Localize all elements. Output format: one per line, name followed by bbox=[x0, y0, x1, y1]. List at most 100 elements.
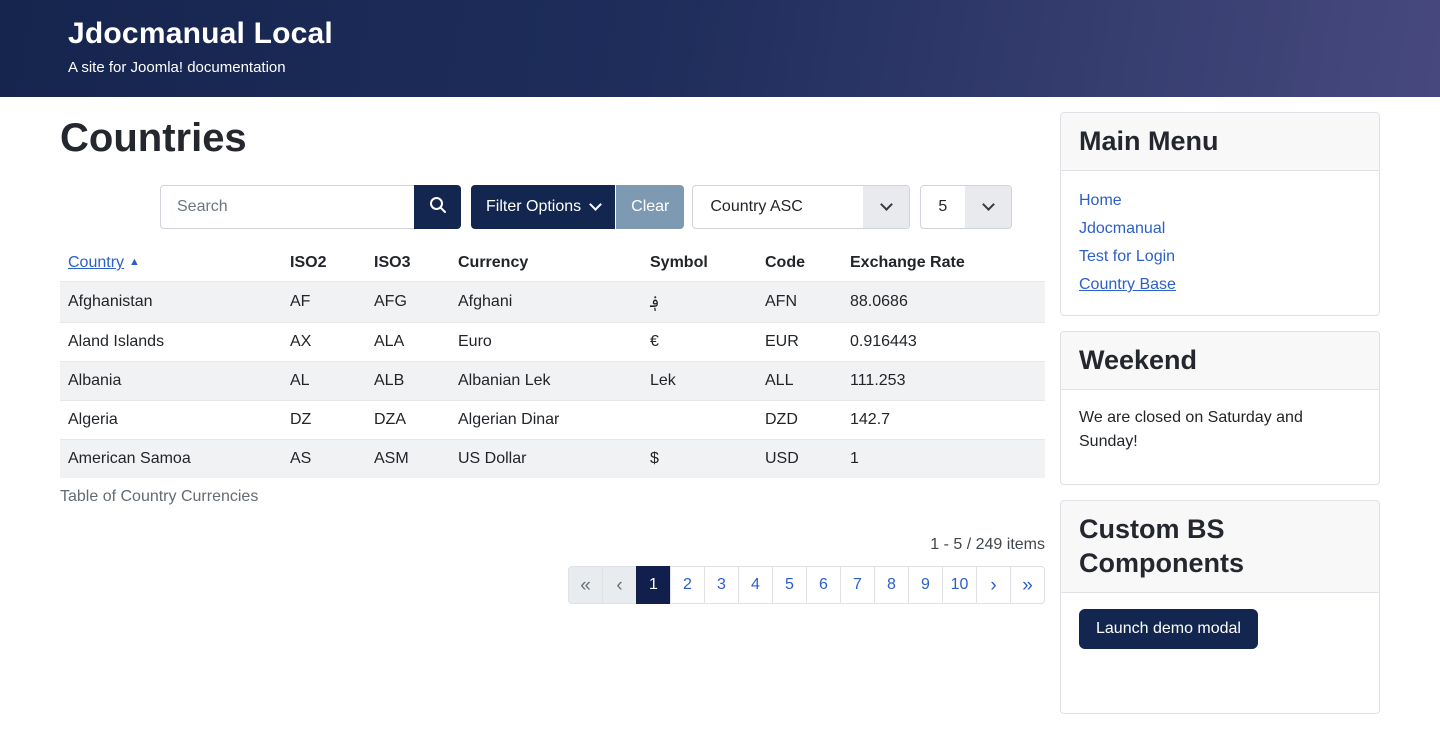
chevron-left-icon: ‹ bbox=[616, 574, 623, 596]
cell-currency: Euro bbox=[458, 333, 492, 350]
cell-iso2: AF bbox=[290, 293, 311, 310]
pagination-last[interactable]: » bbox=[1010, 566, 1045, 604]
pagination-page-7[interactable]: 7 bbox=[840, 566, 875, 604]
site-header: Jdocmanual Local A site for Joomla! docu… bbox=[0, 0, 1440, 97]
cell-symbol: Lek bbox=[650, 372, 676, 389]
column-header-country: Country ▲ bbox=[60, 245, 282, 282]
items-per-page-value: 5 bbox=[938, 198, 948, 215]
cell-currency: Albanian Lek bbox=[458, 372, 551, 389]
chevron-down-icon bbox=[589, 198, 603, 211]
pagination-page-1: 1 bbox=[636, 566, 671, 604]
table-toolbar: Filter Options Clear Country ASC 5 bbox=[160, 185, 1045, 229]
cell-iso2: AX bbox=[290, 333, 312, 350]
cell-rate: 0.916443 bbox=[850, 333, 917, 350]
sidebar: Main Menu Home Jdocmanual Test for Login… bbox=[1060, 112, 1380, 729]
column-header-currency: Currency bbox=[458, 254, 529, 271]
pagination-page-10[interactable]: 10 bbox=[942, 566, 977, 604]
table-row: Albania AL ALB Albanian Lek Lek ALL 111.… bbox=[60, 361, 1045, 401]
chevron-down-icon bbox=[863, 186, 910, 228]
cell-rate: 1 bbox=[850, 450, 859, 467]
cell-code: AFN bbox=[765, 293, 797, 310]
clear-button[interactable]: Clear bbox=[616, 185, 685, 229]
weekend-title: Weekend bbox=[1079, 345, 1198, 376]
pagination-page-8[interactable]: 8 bbox=[874, 566, 909, 604]
sidebar-item-country-base[interactable]: Country Base bbox=[1079, 276, 1176, 294]
cell-country: Aland Islands bbox=[68, 333, 165, 350]
cell-symbol: $ bbox=[650, 450, 659, 467]
table-header-row: Country ▲ ISO2 ISO3 Currency Symbol Code … bbox=[60, 245, 1045, 282]
filter-group: Filter Options Clear bbox=[471, 185, 685, 229]
sidebar-item-jdocmanual[interactable]: Jdocmanual bbox=[1079, 220, 1166, 238]
table-row: American Samoa AS ASM US Dollar $ USD 1 bbox=[60, 439, 1045, 478]
sidebar-item-test-for-login[interactable]: Test for Login bbox=[1079, 248, 1176, 266]
cell-symbol: ؋ bbox=[650, 294, 660, 311]
filter-options-button[interactable]: Filter Options bbox=[471, 185, 616, 229]
cell-currency: Algerian Dinar bbox=[458, 411, 560, 428]
table-caption: Table of Country Currencies bbox=[60, 488, 259, 505]
cell-code: USD bbox=[765, 450, 799, 467]
pagination: « ‹ 1 2 3 4 5 6 7 8 9 10 › » bbox=[60, 566, 1045, 604]
main-menu-card: Main Menu Home Jdocmanual Test for Login… bbox=[1060, 112, 1380, 317]
cell-iso2: DZ bbox=[290, 411, 312, 428]
cell-code: ALL bbox=[765, 372, 794, 389]
double-chevron-right-icon: » bbox=[1022, 574, 1033, 596]
pagination-page-9[interactable]: 9 bbox=[908, 566, 943, 604]
table-row: Algeria DZ DZA Algerian Dinar DZD 142.7 bbox=[60, 400, 1045, 440]
pagination-page-5[interactable]: 5 bbox=[772, 566, 807, 604]
main-content: Countries Filter Options bbox=[60, 112, 1045, 729]
site-subtitle: A site for Joomla! documentation bbox=[68, 59, 286, 76]
search-input[interactable] bbox=[160, 185, 414, 229]
column-header-iso3: ISO3 bbox=[374, 254, 411, 271]
main-menu-header: Main Menu bbox=[1061, 113, 1379, 172]
chevron-right-icon: › bbox=[990, 574, 997, 596]
items-per-page-select[interactable]: 5 bbox=[920, 185, 1013, 229]
cell-country: Albania bbox=[68, 372, 122, 389]
column-header-symbol: Symbol bbox=[650, 254, 708, 271]
table-row: Afghanistan AF AFG Afghani ؋ AFN 88.0686 bbox=[60, 281, 1045, 323]
filter-options-label: Filter Options bbox=[486, 198, 582, 215]
column-header-code: Code bbox=[765, 254, 805, 271]
cell-iso2: AS bbox=[290, 450, 312, 467]
pagination-page-4[interactable]: 4 bbox=[738, 566, 773, 604]
cell-iso3: AFG bbox=[374, 293, 407, 310]
cell-country: Afghanistan bbox=[68, 293, 153, 310]
sort-order-select[interactable]: Country ASC bbox=[692, 185, 911, 229]
cell-currency: Afghani bbox=[458, 293, 513, 310]
cell-code: EUR bbox=[765, 333, 799, 350]
pagination-next[interactable]: › bbox=[976, 566, 1011, 604]
sort-order-value: Country ASC bbox=[710, 198, 803, 215]
column-header-iso2: ISO2 bbox=[290, 254, 327, 271]
cell-rate: 111.253 bbox=[850, 372, 906, 389]
weekend-card: Weekend We are closed on Saturday and Su… bbox=[1060, 331, 1380, 486]
page-title: Countries bbox=[60, 116, 247, 160]
magnifier-icon bbox=[428, 195, 448, 220]
search-button[interactable] bbox=[414, 185, 461, 229]
table-row: Aland Islands AX ALA Euro € EUR 0.916443 bbox=[60, 322, 1045, 362]
custom-bs-title: Custom BS Components bbox=[1079, 514, 1244, 579]
search-group bbox=[160, 185, 461, 229]
cell-iso2: AL bbox=[290, 372, 310, 389]
main-menu-body: Home Jdocmanual Test for Login Country B… bbox=[1061, 171, 1379, 315]
launch-demo-modal-button[interactable]: Launch demo modal bbox=[1079, 609, 1258, 650]
column-header-exchange-rate: Exchange Rate bbox=[850, 254, 965, 271]
cell-iso3: ALB bbox=[374, 372, 405, 389]
site-title: Jdocmanual Local bbox=[68, 17, 333, 50]
weekend-body: We are closed on Saturday and Sunday! bbox=[1061, 390, 1379, 484]
cell-iso3: ALA bbox=[374, 333, 405, 350]
sidebar-item-home[interactable]: Home bbox=[1079, 192, 1122, 210]
pagination-page-2[interactable]: 2 bbox=[670, 566, 705, 604]
cell-symbol bbox=[642, 401, 757, 440]
custom-bs-body: Launch demo modal bbox=[1061, 593, 1379, 713]
pagination-counter: 1 - 5 / 249 items bbox=[930, 536, 1045, 553]
caret-up-icon: ▲ bbox=[129, 256, 140, 268]
main-menu-title: Main Menu bbox=[1079, 126, 1219, 156]
pagination-page-3[interactable]: 3 bbox=[704, 566, 739, 604]
pagination-first: « bbox=[568, 566, 603, 604]
cell-rate: 142.7 bbox=[850, 411, 891, 428]
pagination-prev: ‹ bbox=[602, 566, 637, 604]
double-chevron-left-icon: « bbox=[580, 574, 591, 596]
custom-bs-card: Custom BS Components Launch demo modal bbox=[1060, 500, 1380, 715]
pagination-page-6[interactable]: 6 bbox=[806, 566, 841, 604]
weekend-header: Weekend bbox=[1061, 332, 1379, 391]
sort-by-country-link[interactable]: Country bbox=[68, 254, 125, 271]
